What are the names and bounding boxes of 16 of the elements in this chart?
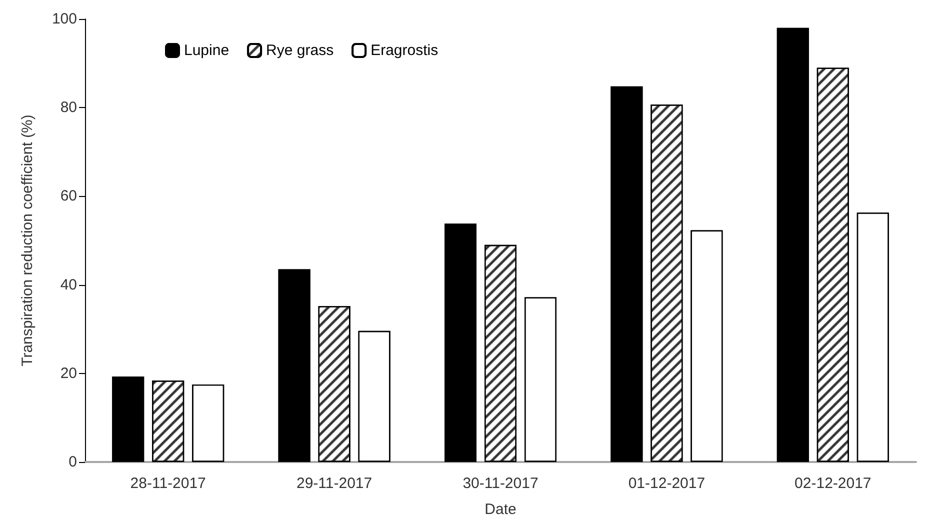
y-tick-label: 80 (60, 99, 77, 116)
y-tick-label: 0 (68, 454, 77, 470)
x-tick-label: 01-12-2017 (628, 475, 706, 492)
x-tick-label: 02-12-2017 (794, 475, 872, 492)
legend-label: Lupine (184, 42, 230, 59)
legend-label: Eragrostis (370, 42, 438, 59)
x-tick-label: 28-11-2017 (130, 475, 206, 492)
x-tick-label: 29-11-2017 (296, 475, 372, 492)
legend-label: Rye grass (266, 42, 334, 59)
x-tick-label: 30-11-2017 (462, 475, 538, 492)
y-tick-label: 40 (60, 276, 77, 294)
y-tick-label: 60 (60, 188, 77, 205)
y-axis-title: Transpiration reduction coefficient (%) (19, 114, 36, 366)
y-tick-label: 20 (60, 364, 77, 382)
x-axis-title: Date (484, 501, 516, 518)
y-tick-label: 100 (52, 10, 77, 28)
